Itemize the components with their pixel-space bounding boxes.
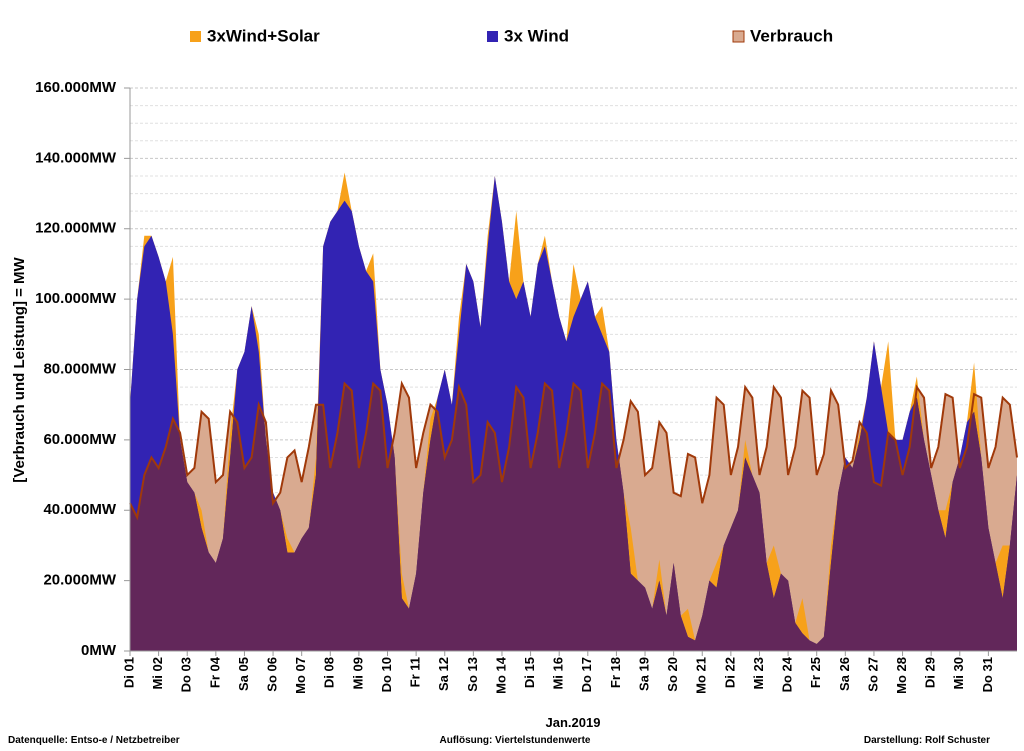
x-tick-label: Fr 18 xyxy=(608,657,623,688)
x-tick-label: Sa 19 xyxy=(636,657,651,691)
y-tick-label: 80.000MW xyxy=(43,360,116,377)
y-tick-label: 40.000MW xyxy=(43,501,116,518)
x-tick-label: Sa 12 xyxy=(436,657,451,691)
x-tick-label: So 13 xyxy=(465,657,480,692)
x-tick-label: Sa 26 xyxy=(837,657,852,691)
x-tick-label: Do 10 xyxy=(379,657,394,692)
legend-label: Verbrauch xyxy=(750,26,833,45)
x-tick-label: Fr 11 xyxy=(408,657,423,687)
y-tick-label: 140.000MW xyxy=(35,149,117,166)
x-tick-label: So 20 xyxy=(665,657,680,692)
author: Darstellung: Rolf Schuster xyxy=(864,735,990,746)
x-tick-label: Di 29 xyxy=(923,657,938,688)
x-tick-label: Mi 16 xyxy=(551,657,566,690)
x-tick-label: Do 03 xyxy=(179,657,194,692)
x-tick-label: Mi 09 xyxy=(350,657,365,690)
source: Datenquelle: Entso-e / Netzbetreiber xyxy=(8,735,180,746)
x-tick-label: Do 31 xyxy=(980,657,995,692)
load-line xyxy=(129,380,1018,521)
x-tick-label: Mo 14 xyxy=(493,656,508,694)
x-tick-label: Mo 21 xyxy=(694,657,709,694)
legend-swatch xyxy=(732,30,745,43)
x-tick-label: Fr 25 xyxy=(808,657,823,688)
y-tick-label: 60.000MW xyxy=(43,431,116,448)
x-tick-label: Mo 07 xyxy=(293,657,308,694)
x-tick-label: Di 22 xyxy=(722,657,737,688)
y-tick-label: 20.000MW xyxy=(43,572,116,589)
x-tick-label: Di 01 xyxy=(121,657,136,688)
x-tick-label: Mi 23 xyxy=(751,657,766,690)
x-tick-label: So 27 xyxy=(865,657,880,692)
y-tick-label: 120.000MW xyxy=(35,220,117,237)
x-tick-label: Mi 30 xyxy=(951,657,966,690)
x-tick-label: Mo 28 xyxy=(894,657,909,694)
legend-label: 3xWind+Solar xyxy=(207,26,320,45)
y-tick-label: 0MW xyxy=(81,642,117,659)
x-tick-label: Sa 05 xyxy=(236,657,251,691)
wind-under-load xyxy=(130,383,1017,651)
y-tick-label: 160.000MW xyxy=(35,79,117,96)
legend-swatch xyxy=(487,31,498,42)
x-tick-label: Mi 02 xyxy=(150,657,165,690)
x-tick-label: Fr 04 xyxy=(207,656,222,688)
resolution: Auflösung: Viertelstundenwerte xyxy=(440,735,591,746)
x-tick-label: So 06 xyxy=(265,657,280,692)
y-tick-label: 100.000MW xyxy=(35,290,117,307)
x-tick-label: Di 08 xyxy=(322,657,337,688)
x-tick-label: Do 24 xyxy=(780,656,795,692)
legend-label: 3x Wind xyxy=(504,26,569,45)
x-axis-label: Jan.2019 xyxy=(546,715,601,730)
y-axis-label: [Verbrauch und Leistung] = MW xyxy=(11,256,28,482)
x-tick-label: Do 17 xyxy=(579,657,594,692)
x-tick-label: Di 15 xyxy=(522,657,537,688)
legend-swatch xyxy=(190,31,201,42)
